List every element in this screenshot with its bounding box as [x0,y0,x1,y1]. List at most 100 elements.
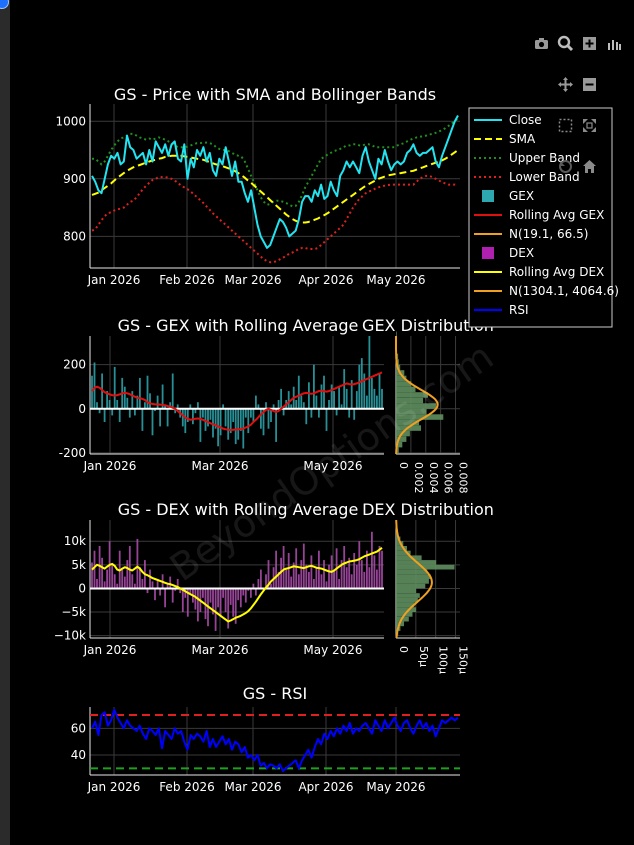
dex-bar [101,557,103,589]
dex-bar [184,588,187,598]
gex-bar [376,395,378,409]
dex-bar [128,546,131,589]
left-edge-strip [0,0,10,845]
dex-bar [345,567,348,589]
gex-bar [164,404,166,409]
gex-bar [318,408,320,418]
gex-bar [330,384,333,409]
dex_dist-x-tick-label: 150μ [457,646,470,674]
gex-y-tick-label: 200 [63,358,86,372]
dex_dist-bar [396,597,418,603]
dex-bar [282,546,285,589]
dex-bar [186,588,189,617]
gex-bar [310,408,313,418]
gex-bar [199,408,202,442]
gex-bar [156,395,159,409]
dex-bar [285,569,288,589]
gex-bar [126,397,129,409]
gex-bar [280,388,282,409]
gex-bar [255,395,257,409]
gex_dist-bar [396,375,407,382]
dex-bar [310,555,313,589]
dex_dist-bar [396,546,407,551]
dex-bar [333,569,335,589]
gex-bar [257,404,260,409]
legend-item-label: Rolling Avg DEX [509,265,604,279]
autoscale-icon[interactable] [581,117,598,134]
gex-bar [353,408,356,420]
dex-bar [358,541,361,589]
modebar-row-1 [533,35,622,52]
dex-bar [366,550,368,589]
gex-x-tick-label: Jan 2026 [83,459,137,473]
dex-bar [214,588,217,631]
dex-bar [159,588,161,596]
gex_dist-bar [396,331,397,338]
gex-bar [320,384,323,409]
dex_dist-bar [396,602,415,608]
gex-x-tick-label: May 2026 [303,459,362,473]
dex-bar [166,583,169,589]
gex-bar [378,373,381,409]
dex-bar [295,548,298,589]
dex-bar [290,576,293,589]
dex-bar [325,581,328,589]
dex-bar [229,588,232,605]
dex-panel [89,520,384,639]
zoom-icon[interactable] [557,35,574,52]
gex-bar [247,408,250,434]
gex-bar [98,408,101,414]
gex_dist-x-tick-label: 0.008 [457,462,470,494]
dex-bar [270,583,272,589]
gex-bar [219,408,222,436]
gex_dist-bar [396,392,428,398]
gex-bar [176,404,179,409]
dex-bar [116,583,119,589]
gex-bar [302,402,305,409]
zoom-in-icon[interactable] [581,35,598,52]
dex-bar [343,546,346,589]
gex-bar [355,391,358,409]
dex-bar [111,564,114,589]
dex-bar [141,579,144,589]
dex-bar [139,567,141,589]
reset-icon[interactable] [557,158,574,175]
gex_dist-bar [396,441,403,448]
gex-bar [366,395,368,409]
rsi-chart-title: GS - RSI [243,684,308,703]
dex-bar [368,567,371,589]
gex-bar [239,408,242,431]
plotly-logo-icon[interactable] [605,35,622,52]
dex-bar [378,546,381,589]
gex-bar [93,362,96,409]
gex-bar [272,404,275,409]
rsi-series-rsi [91,708,459,772]
dex-x-tick-label: Jan 2026 [83,643,137,657]
dex-bar [252,583,255,589]
gex-bar [305,408,308,425]
legend-item-label: RSI [509,303,529,317]
legend-item-label: Close [509,113,542,127]
dex-x-tick-label: Mar 2026 [192,643,249,657]
dex-bar [287,553,290,589]
gex_dist-bar [396,408,427,415]
dex-bar [197,588,199,622]
dex-bar [154,588,156,601]
home-icon[interactable] [581,158,598,175]
camera-icon[interactable] [533,35,550,52]
pan-icon[interactable] [557,76,574,93]
zoom-out-icon[interactable] [581,76,598,93]
dex-bar [156,579,159,589]
gex-bar [149,393,151,409]
dex-bar [257,579,260,589]
legend-item-label: SMA [509,132,536,146]
legend-item-label: GEX [509,189,534,203]
dex-y-tick-label: 10k [64,534,86,548]
price-y-tick-label: 900 [63,172,86,186]
dex-bar [209,588,212,603]
box-select-icon[interactable] [557,117,574,134]
price-x-tick-label: Apr 2026 [298,273,353,287]
price-x-tick-label: Feb 2026 [159,273,215,287]
gex-bar [222,404,224,409]
